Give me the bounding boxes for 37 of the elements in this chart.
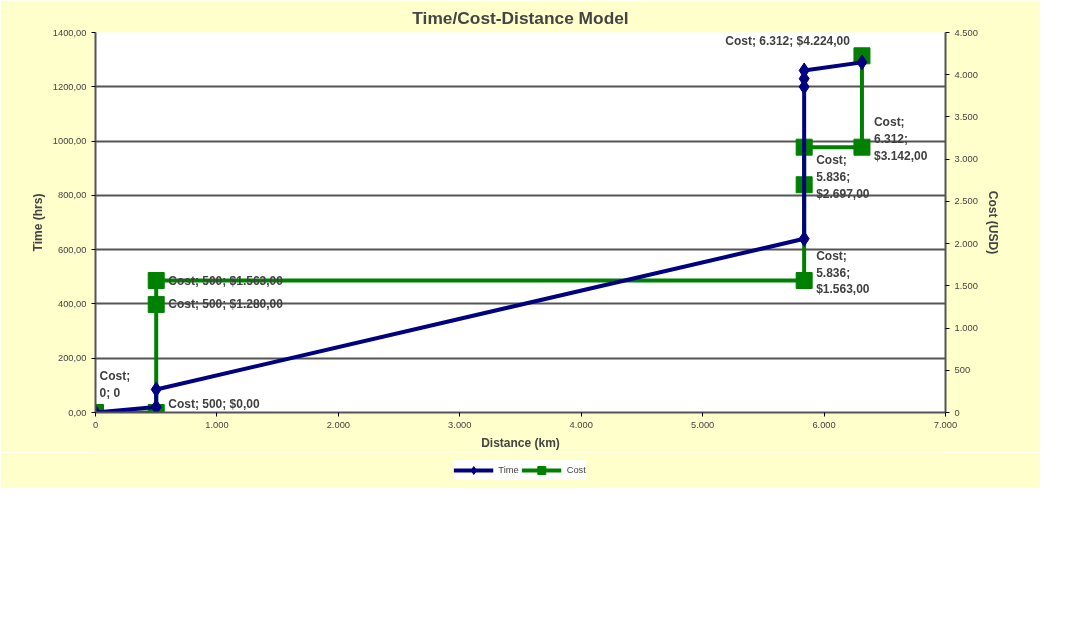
- y2-tick-label: 4.500: [954, 27, 978, 38]
- data-label: Cost; 6.312; $4.224,00: [725, 33, 851, 48]
- x-tick-label: 2.000: [326, 419, 351, 430]
- chart-title: Time/Cost-Distance Model: [412, 7, 629, 28]
- y-tick-label: 200,00: [57, 353, 87, 364]
- y2-tick-label: 1.500: [954, 280, 978, 291]
- y2-tick-label: 1.000: [954, 323, 978, 334]
- y-tick-label: 800,00: [57, 190, 87, 201]
- data-label: Cost; 500; $1.563,00: [168, 273, 284, 288]
- data-label: Cost; 0; 0: [99, 369, 131, 400]
- y-tick-label: 1000,00: [52, 136, 87, 147]
- x-tick-label: 4.000: [569, 419, 593, 430]
- legend-label: Cost: [566, 465, 587, 475]
- y2-tick-label: 3.000: [954, 154, 978, 165]
- y2-tick-label: 0: [954, 407, 960, 418]
- y-tick-label: 1400,00: [52, 27, 87, 38]
- y2-tick-label: 3.500: [954, 111, 978, 122]
- x-tick-label: 7.000: [933, 419, 958, 430]
- y-tick-label: 1200,00: [52, 81, 87, 92]
- y2-axis-title: Cost (USD): [985, 190, 1000, 255]
- y2-tick-label: 500: [954, 365, 971, 376]
- y2-tick-label: 2.500: [954, 196, 978, 207]
- y-tick-label: 400,00: [57, 298, 87, 309]
- x-tick-label: 1.000: [205, 419, 229, 430]
- y-tick-label: 0,00: [68, 407, 87, 418]
- data-label: Cost; 5.836; $1.563,00: [816, 248, 870, 297]
- x-axis-title: Distance (km): [481, 435, 560, 450]
- x-tick-label: 3.000: [448, 419, 472, 430]
- y-tick-label: 600,00: [57, 244, 87, 255]
- x-tick-label: 5.000: [690, 419, 715, 430]
- y2-tick-label: 2.000: [954, 238, 978, 249]
- data-label: Cost; 500; $0,00: [168, 396, 260, 411]
- x-tick-label: 0: [92, 419, 99, 430]
- y2-tick-label: 4.000: [954, 69, 978, 80]
- legend-label: Time: [498, 465, 519, 475]
- x-tick-label: 6.000: [812, 419, 836, 430]
- y-axis-title: Time (hrs): [30, 193, 45, 252]
